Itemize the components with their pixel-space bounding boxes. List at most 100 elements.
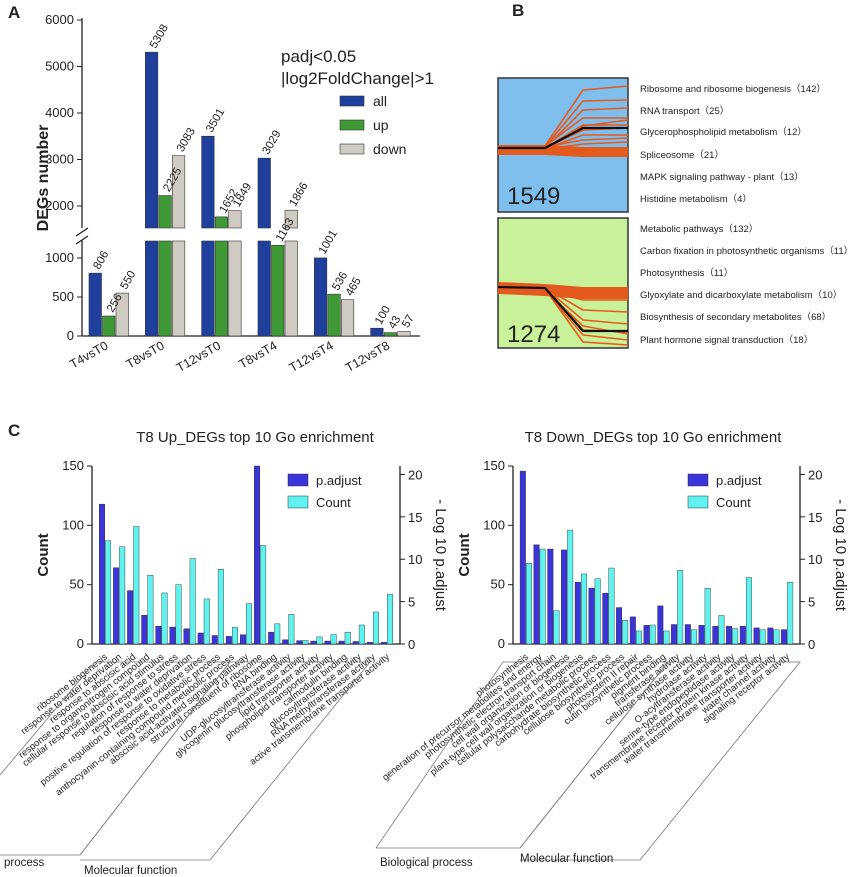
go-bar-padjust (310, 640, 317, 645)
deg-bar-down (172, 155, 186, 229)
deg-y-tick-label: 0 (67, 328, 74, 343)
go-y2-tick-label: 10 (408, 552, 422, 567)
go-bar-count (539, 548, 546, 645)
profile-1-gene-band (498, 145, 628, 157)
go-y2-tick-label: 10 (808, 552, 822, 567)
deg-bar-down (228, 210, 242, 229)
go-y2-tick-label: 15 (408, 510, 422, 525)
go-bar-padjust (141, 614, 148, 645)
deg-value-label: 806 (91, 249, 111, 272)
go-y-tick-label: 50 (491, 577, 505, 592)
legend-swatch-padjust (687, 473, 709, 487)
deg-threshold-padj: padj<0.05 (281, 47, 356, 66)
go-bar-padjust (574, 581, 581, 645)
go-bar-padjust (225, 636, 232, 645)
profile-2-lines (497, 282, 629, 346)
legend-label-all: all (373, 93, 387, 109)
go-bar-padjust (268, 631, 275, 645)
go-y-tick-label: 50 (70, 577, 84, 592)
deg-bar-down-lower (172, 240, 186, 337)
deg-bar-all (145, 51, 159, 229)
legend-swatch-count (287, 495, 309, 509)
deg-y-tick-label: 1000 (45, 250, 74, 265)
go-y-tick-label: 150 (62, 458, 84, 473)
go-bar-count (161, 592, 168, 645)
go-y-axis-label: Count (456, 533, 473, 576)
go-y2-tick-label: 20 (808, 467, 822, 482)
deg-value-label: 1001 (317, 228, 340, 256)
deg-x-tick-label: T12vsT0 (174, 338, 223, 374)
go-bar-count (246, 603, 253, 645)
deg-y-tick-label: 500 (52, 289, 74, 304)
go-bar-count (203, 598, 210, 645)
deg-bar-down (341, 299, 355, 337)
go-bar-padjust (127, 590, 134, 645)
go-bar-padjust (767, 627, 774, 645)
go-bar-padjust (197, 632, 204, 645)
deg-value-label: 43 (387, 314, 404, 331)
deg-value-label: 57 (400, 313, 417, 330)
go-y-tick-label: 100 (483, 517, 505, 532)
legend-label-padjust: p.adjust (316, 473, 362, 488)
pathway-labels: Ribosome and ribosome biogenesis（142） RNA… (640, 83, 853, 346)
go-bar-padjust (712, 626, 719, 645)
go-bar-padjust (338, 640, 345, 645)
deg-y-tick-label: 5000 (45, 59, 74, 74)
deg-bar-chart: 2000 3000 4000 5000 6000 0 500 1000 T4vsT0 T8vsT0… (35, 12, 434, 375)
profile-1-gene-count: 1549 (507, 183, 560, 210)
go-bar-padjust (183, 628, 190, 645)
go-y2-tick-label: 0 (808, 637, 815, 652)
deg-y-tick-label: 6000 (45, 12, 74, 27)
deg-value-label: 5308 (148, 23, 171, 51)
go-group-bracket-molecular (519, 661, 801, 861)
pathway-label: Glycerophospholipid metabolism（12） (640, 126, 807, 138)
pathway-label: RNA transport（25） (640, 105, 729, 117)
go-bar-count (635, 630, 642, 645)
go-y2-tick-label: 20 (408, 467, 422, 482)
profile-2-gene-count: 1274 (507, 321, 560, 348)
deg-bar-up (271, 244, 285, 337)
go-bar-count (302, 640, 309, 645)
deg-value-label: 3029 (260, 128, 283, 156)
go-bar-count (663, 630, 670, 645)
deg-bar-all-lower (145, 240, 159, 337)
deg-y-tick-label: 3000 (45, 152, 74, 167)
deg-axis-break-1 (75, 227, 89, 237)
go-y2-axis-label: - Log 10 p.adjust (432, 499, 449, 612)
go-bar-count (580, 573, 587, 645)
go-bar-count (608, 567, 615, 645)
pathway-label: MAPK signaling pathway - plant（13） (640, 171, 804, 183)
deg-bar-all (314, 257, 328, 337)
profile-1-mean-line (498, 126, 628, 150)
go-bar-padjust (324, 640, 331, 645)
legend-swatch-all (339, 95, 365, 107)
deg-bar-up (158, 195, 172, 229)
pathway-label: Glyoxylate and dicarboxylate metabolism（… (640, 289, 842, 301)
deg-bar-up (383, 332, 397, 337)
go-bar-count (649, 624, 656, 645)
pathway-label: Photosynthesis（11） (640, 267, 733, 279)
go-bar-count (316, 636, 323, 645)
go-bar-padjust (561, 549, 568, 645)
deg-x-tick-label: T8vsT4 (236, 338, 279, 371)
go-bar-count (745, 577, 752, 645)
go-bar-padjust (296, 640, 303, 645)
go-y2-tick-label: 15 (808, 510, 822, 525)
go-bar-count (387, 593, 393, 645)
go-bar-padjust (753, 627, 760, 645)
go-bar-padjust (211, 635, 218, 645)
legend-label-down: down (373, 141, 406, 157)
go-bar-count (330, 634, 337, 645)
go-bar-padjust (781, 629, 788, 645)
go-bar-count (525, 563, 532, 645)
go-bar-count (372, 611, 379, 645)
go-down-title: T8 Down_DEGs top 10 Go enrichment (525, 429, 783, 446)
deg-legend: all up down (339, 93, 406, 157)
deg-x-tick-label: T12vsT8 (343, 338, 392, 374)
deg-bar-up-lower (158, 240, 172, 337)
go-bar-padjust (657, 605, 664, 645)
go-y-axis-label: Count (35, 533, 52, 576)
deg-bar-up (102, 315, 116, 337)
profile-2-gene-band (497, 282, 628, 299)
